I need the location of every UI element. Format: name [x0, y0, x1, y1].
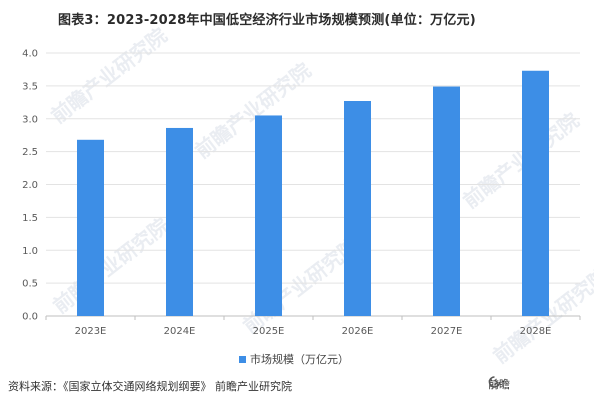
x-tick-label: 2023E	[75, 326, 107, 337]
qianzhan-logo-icon	[488, 376, 501, 388]
y-tick-label: 3.0	[22, 114, 38, 125]
bar	[344, 100, 371, 316]
y-tick-label: 2.0	[22, 180, 38, 191]
brand: 前瞻	[488, 376, 510, 392]
x-tick-label: 2024E	[164, 326, 196, 337]
x-tick-label: 2025E	[253, 326, 285, 337]
legend: 市场规模（万亿元）	[239, 351, 349, 367]
y-tick-label: 1.0	[22, 246, 38, 257]
y-tick-label: 1.5	[22, 213, 38, 224]
bar	[433, 86, 460, 316]
bar	[166, 127, 193, 316]
chart-title: 图表3：2023-2028年中国低空经济行业市场规模预测(单位：万亿元)	[58, 13, 476, 28]
x-tick-label: 2027E	[431, 326, 463, 337]
y-tick-label: 2.5	[22, 147, 38, 158]
x-tick-label: 2026E	[342, 326, 374, 337]
bar	[522, 70, 549, 316]
legend-swatch	[239, 355, 246, 363]
bar	[255, 115, 282, 317]
y-tick-label: 0.0	[22, 312, 38, 323]
source-note: 资料来源：《国家立体交通网络规划纲要》 前瞻产业研究院	[8, 380, 292, 393]
y-tick-label: 0.5	[22, 279, 38, 290]
y-tick-label: 3.5	[22, 81, 38, 92]
bar	[77, 139, 104, 316]
y-tick-label: 4.0	[22, 49, 38, 60]
x-tick-label: 2028E	[520, 326, 552, 337]
legend-label: 市场规模（万亿元）	[250, 353, 349, 366]
